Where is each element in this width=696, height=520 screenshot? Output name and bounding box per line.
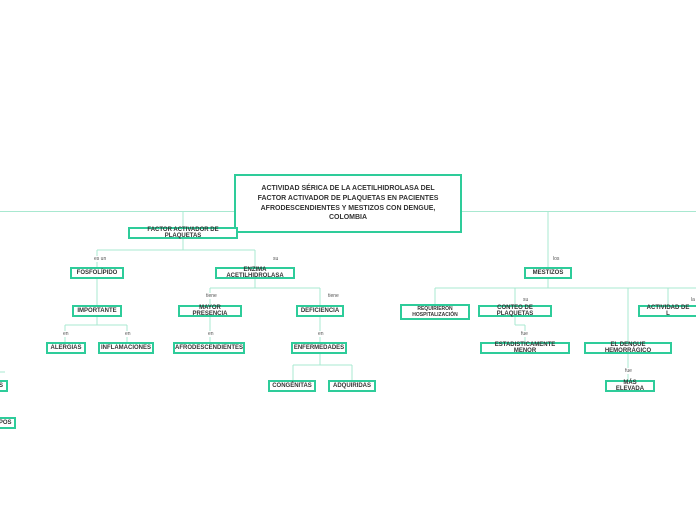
label-en3: en	[207, 331, 215, 337]
label-fue1: fue	[520, 331, 529, 337]
title-node: ACTIVIDAD SÉRICA DE LA ACETILHIDROLASA D…	[234, 174, 462, 233]
node-estadistica: ESTADISTICAMENTE MENOR	[480, 342, 570, 354]
node-factor: FACTOR ACTIVADOR DE PLAQUETAS	[128, 227, 238, 239]
label-en4: en	[317, 331, 325, 337]
node-mestizos: MESTIZOS	[524, 267, 572, 279]
label-en2: en	[124, 331, 132, 337]
node-importante: IMPORTANTE	[72, 305, 122, 317]
node-actividad: ACTIVIDAD DE L	[638, 305, 696, 317]
node-afro: AFRODESCENDIENTES	[173, 342, 245, 354]
node-inflamaciones: INFLAMACIONES	[98, 342, 154, 354]
node-mayor: MAYOR PRESENCIA	[178, 305, 242, 317]
node-enzima: ENZIMA ACETILHIDROLASA	[215, 267, 295, 279]
node-rpos-partial: RPOS	[0, 417, 16, 429]
node-alergias: ALERGIAS	[46, 342, 86, 354]
label-su: su	[272, 256, 279, 262]
node-requirieron: REQUIRIERON HOSPITALIZACIÓN	[400, 304, 470, 320]
node-dengue: EL DENGUE HEMORRÁGICO	[584, 342, 672, 354]
node-adquiridas: ADQUIRIDAS	[328, 380, 376, 392]
label-la: la	[690, 297, 696, 303]
label-tiene1: tiene	[205, 293, 218, 299]
label-fue2: fue	[624, 368, 633, 374]
label-es-un: es un	[93, 256, 107, 262]
node-elevada: MÁS ELEVADA	[605, 380, 655, 392]
label-en1: en	[62, 331, 70, 337]
node-deficiencia: DEFICIENCIA	[296, 305, 344, 317]
label-los: los	[552, 256, 560, 262]
label-su3: su	[522, 297, 529, 303]
node-congenitas: CONGÉNITAS	[268, 380, 316, 392]
label-tiene2: tiene	[327, 293, 340, 299]
node-enfermedades: ENFERMEDADES	[291, 342, 347, 354]
node-es-partial: ES	[0, 380, 8, 392]
node-conteo: CONTEO DE PLAQUETAS	[478, 305, 552, 317]
node-fosfolipido: FOSFOLÍPIDO	[70, 267, 124, 279]
